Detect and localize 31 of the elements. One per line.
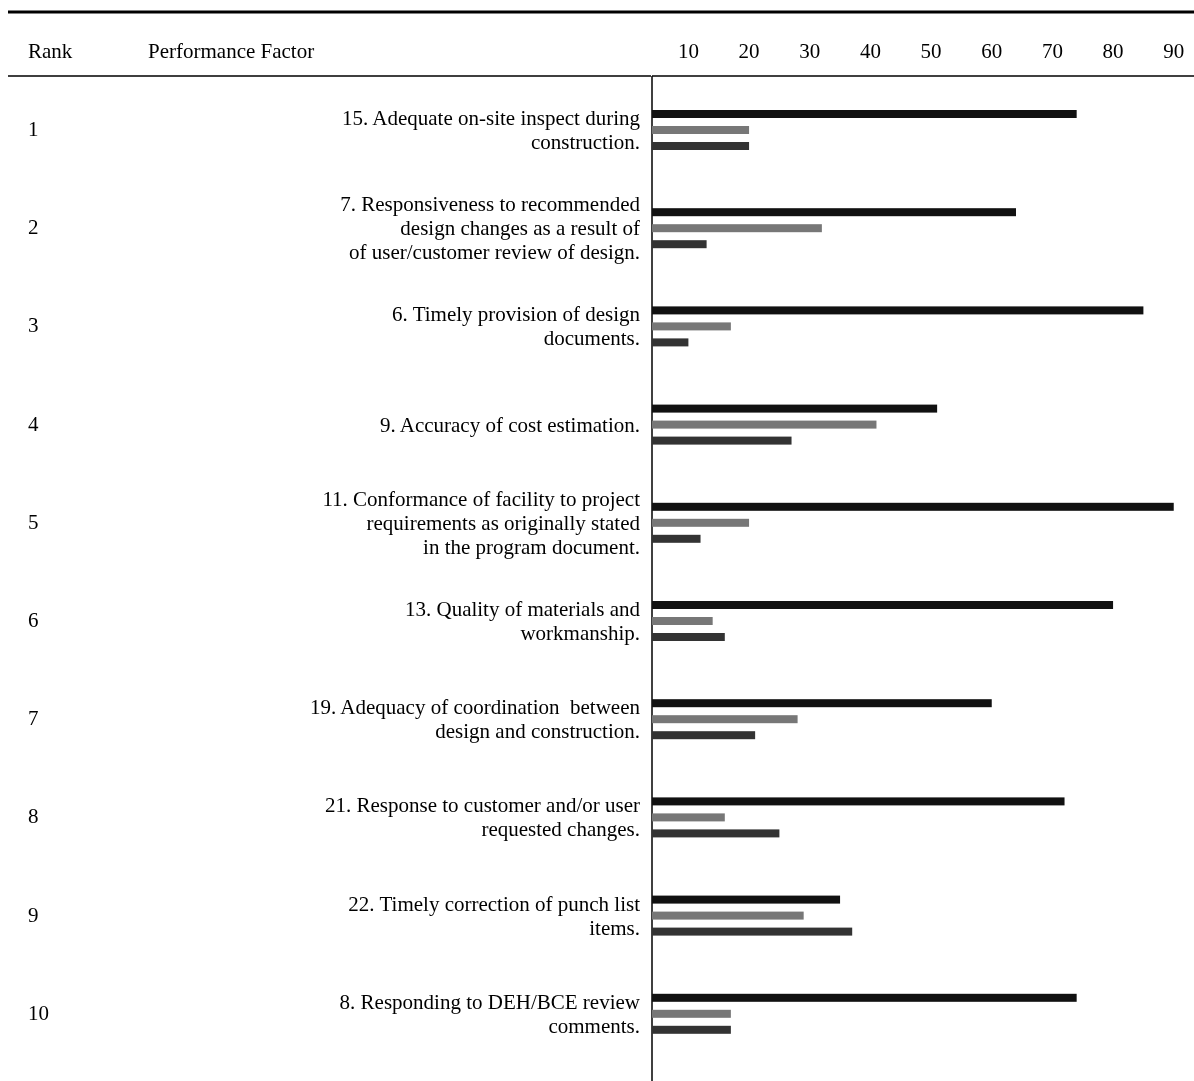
text: 10 [28, 1000, 49, 1025]
y-tick-label: 6. Timely provision of design documents. [392, 302, 641, 351]
x-tick-label: 80 [1102, 39, 1124, 63]
text: 5 [28, 509, 39, 534]
y-tick-label: 21. Response to customer and/or user requested changes. [325, 793, 640, 842]
x-tick-label: 20 [738, 39, 760, 63]
text: 7 [28, 706, 39, 731]
x-tick-label: 60 [981, 39, 1003, 63]
text: 3 [28, 313, 39, 338]
y-tick-label: 13. Quality of materials and workmanship. [404, 597, 641, 645]
text: 1 [28, 117, 39, 141]
y-tick-label: 19. Adequacy of coordination between design and construction. [309, 695, 641, 744]
y-tick-label: 11. Conformance of facility to project requirements as originally stated in the program document. [322, 486, 641, 559]
text: 2 [28, 215, 39, 240]
x-tick-label: 50 [920, 39, 942, 63]
text: 8 [28, 804, 39, 829]
y-tick-label: 7. Responsiveness to recommended design changes as a result of of user/customer review of design. [340, 192, 641, 265]
x-tick-label: 70 [1041, 39, 1063, 63]
text: Rank [28, 39, 73, 63]
text: Performance Factor [148, 39, 315, 63]
text: 6 [28, 608, 39, 632]
y-tick-label: 15. Adequate on-site inspect during construction. [341, 106, 641, 154]
y-tick-label: 22. Timely correction of punch list items. [348, 891, 641, 940]
x-tick-label: 90 [1163, 39, 1185, 63]
x-tick-label: 30 [799, 39, 821, 63]
y-tick-label: 9. Accuracy of cost estimation. [379, 412, 640, 437]
x-tick-label: 10 [677, 39, 699, 63]
x-tick-label: 40 [859, 39, 881, 63]
y-tick-label: 8. Responding to DEH/BCE review comments. [339, 989, 641, 1038]
text: 9 [28, 902, 39, 927]
text: 4 [28, 411, 39, 436]
